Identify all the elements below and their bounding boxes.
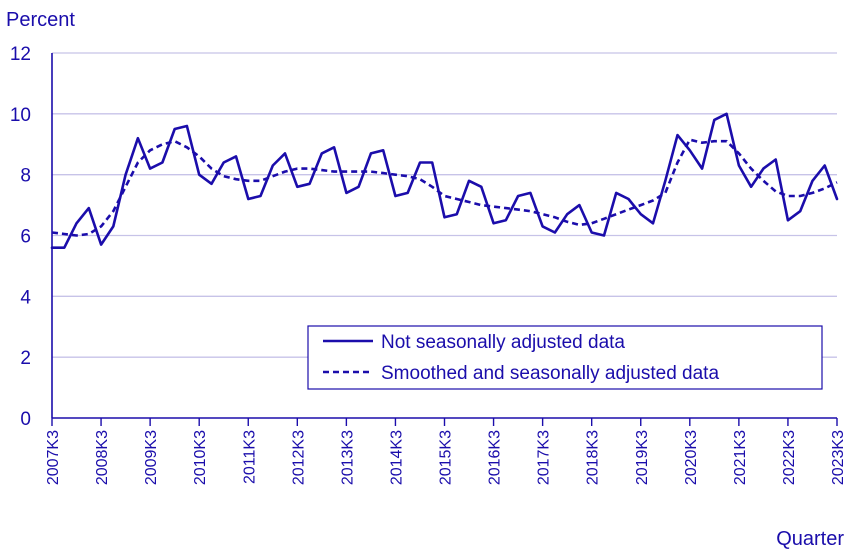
y-tick-label: 2: [20, 348, 31, 369]
series-lines: [50, 112, 839, 249]
x-tick-label: 2023K3: [830, 430, 847, 485]
legend-box: [307, 325, 823, 390]
x-axis-title: Quarter: [776, 528, 844, 550]
axes: [51, 53, 838, 426]
x-tick-label: 2022K3: [781, 430, 798, 485]
x-tick-label: 2008K3: [94, 430, 111, 485]
legend: Not seasonally adjusted data Smoothed an…: [307, 325, 823, 390]
y-tick-label: 12: [10, 44, 31, 65]
series-line-smoothed: [51, 138, 838, 237]
x-tick-label: 2011K3: [241, 430, 258, 484]
series-line-not-adjusted: [50, 112, 839, 249]
x-tick-label: 2009K3: [143, 430, 160, 485]
x-tick-label: 2013K3: [339, 430, 356, 485]
x-tick-label: 2020K3: [683, 430, 700, 485]
y-tick-label: 10: [10, 105, 31, 126]
y-tick-label: 6: [20, 227, 31, 248]
legend-label-not-seasonally-adjusted: Not seasonally adjusted data: [381, 332, 625, 353]
x-tick-label: 2016K3: [487, 430, 504, 485]
y-tick-label: 8: [20, 166, 31, 187]
x-tick-label: 2021K3: [732, 430, 749, 485]
y-axis-title: Percent: [6, 9, 75, 31]
x-tick-label: 2010K3: [192, 430, 209, 485]
y-tick-labels: 0 2 4 6 8 10 12: [10, 44, 32, 430]
legend-label-smoothed-seasonally-adjusted: Smoothed and seasonally adjusted data: [381, 363, 719, 384]
grid-lines: [52, 52, 837, 358]
x-tick-label: 2019K3: [634, 430, 651, 485]
x-tick-label: 2018K3: [585, 430, 602, 485]
y-tick-label: 0: [20, 409, 31, 430]
x-tick-label: 2014K3: [388, 430, 405, 485]
x-tick-label: 2015K3: [438, 430, 455, 485]
y-tick-label: 4: [20, 287, 31, 308]
x-tick-label: 2017K3: [536, 430, 553, 485]
x-tick-labels: 2007K3 2008K3 2009K3 2010K3 2011K3 2012K3 2013…: [45, 430, 847, 485]
x-tick-label: 2007K3: [45, 430, 62, 485]
x-tick-label: 2012K3: [290, 430, 307, 485]
